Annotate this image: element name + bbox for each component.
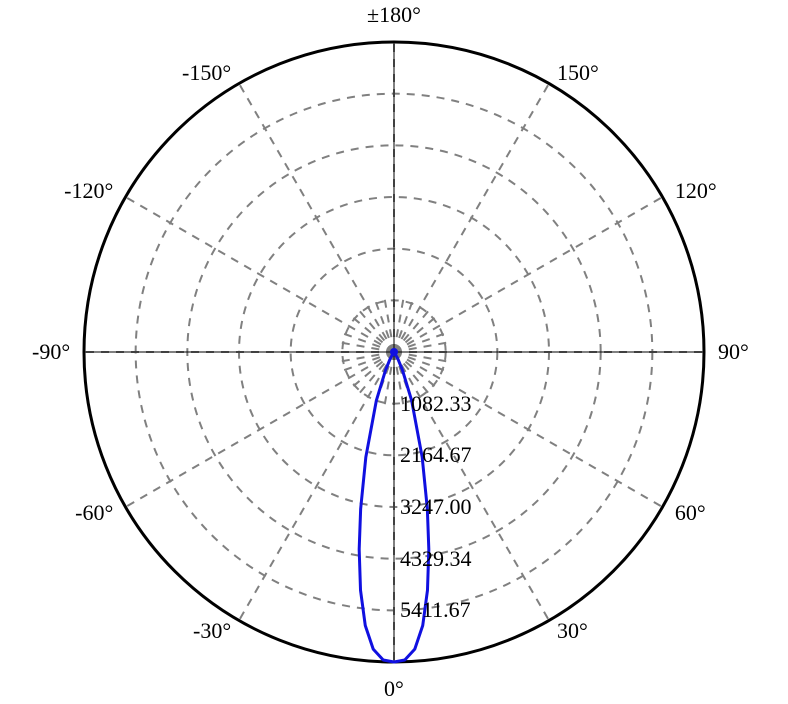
angle-label-180: ±180° [367, 2, 421, 28]
angle-label--30: -30° [193, 618, 231, 644]
angle-label-60: 60° [675, 500, 706, 526]
radial-label-1: 1082.33 [400, 391, 472, 417]
angle-label-30: 30° [557, 618, 588, 644]
angle-label--60: -60° [75, 500, 113, 526]
angle-label--150: -150° [182, 60, 231, 86]
radial-label-3: 3247.00 [400, 494, 472, 520]
angle-label--90: -90° [32, 339, 70, 365]
radial-label-4: 4329.34 [400, 546, 472, 572]
angle-label-150: 150° [557, 60, 599, 86]
polar-chart-container: ±180° -150° 150° -120° 120° -90° 90° -60° 60° -30… [0, 0, 788, 704]
radial-label-2: 2164.67 [400, 442, 472, 468]
polar-chart-svg [0, 0, 788, 704]
radial-label-5: 5411.67 [400, 597, 471, 623]
angle-label-120: 120° [675, 178, 717, 204]
angle-label-90: 90° [718, 339, 749, 365]
angle-label-0: 0° [384, 676, 404, 702]
angle-label--120: -120° [64, 178, 113, 204]
